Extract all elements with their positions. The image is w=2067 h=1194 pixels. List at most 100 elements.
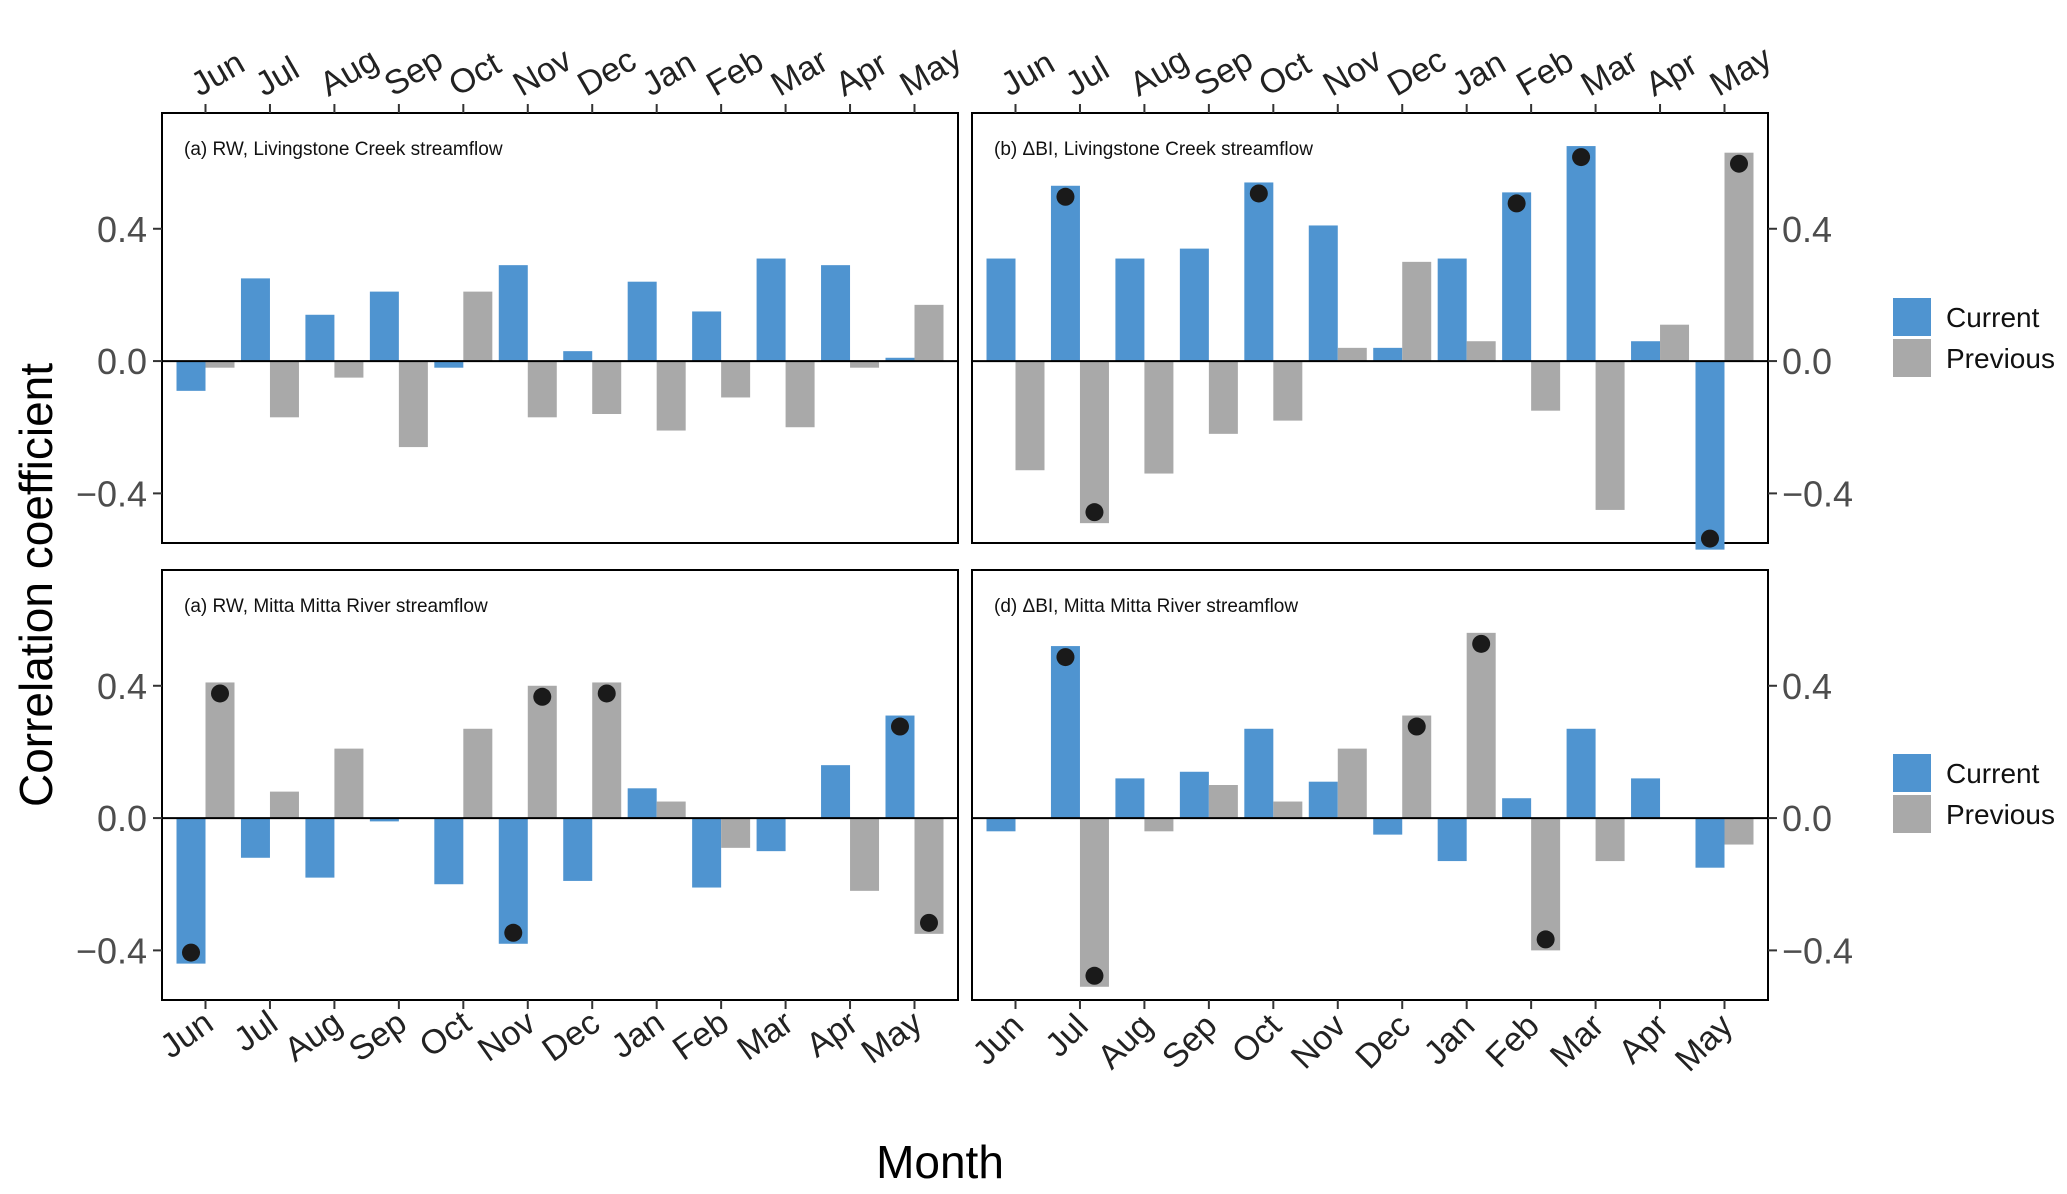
current-bar (885, 357, 915, 362)
panel-frame (161, 569, 959, 1001)
previous-bar (1273, 361, 1303, 421)
current-bar (434, 818, 464, 885)
x-tick-label-top: Apr (829, 45, 894, 104)
significance-marker (1407, 717, 1426, 736)
previous-bar (656, 801, 686, 819)
previous-bar (334, 748, 364, 819)
previous-bar (1144, 818, 1174, 832)
previous-bar (1208, 785, 1238, 819)
x-tick-label-bottom: Mar (730, 1003, 800, 1068)
previous-bar (1466, 632, 1496, 819)
current-bar (1373, 347, 1403, 362)
previous-bar (1015, 361, 1045, 471)
x-tick-label-top: Apr (1639, 45, 1704, 104)
current-bar (1179, 248, 1209, 362)
x-tick-label-bottom: Jun (966, 1007, 1032, 1073)
significance-marker (1572, 148, 1591, 167)
current-bar (1308, 781, 1338, 819)
legend-swatch-current (1893, 298, 1931, 336)
x-axis-title: Month (876, 1136, 1004, 1188)
y-tick-label: 0.0 (97, 798, 147, 839)
current-bar (1179, 771, 1209, 819)
previous-bar (269, 361, 299, 418)
current-bar (1502, 192, 1532, 362)
panel-3: (a) RW, Mitta Mitta River streamflow −0.4… (76, 569, 959, 1071)
y-tick-label: 0.4 (1782, 209, 1832, 250)
legend-label-current: Current (1946, 302, 2040, 333)
significance-marker (1249, 184, 1268, 203)
current-bar (1566, 728, 1596, 819)
current-bar (1115, 778, 1145, 819)
x-tick-label-top: Nov (1317, 41, 1388, 104)
previous-bar (1208, 361, 1238, 434)
significance-marker (597, 684, 616, 703)
current-bar (1373, 818, 1403, 835)
previous-bar (1079, 361, 1109, 524)
current-bar (627, 281, 657, 362)
x-tick-label-bottom: Nov (471, 1003, 542, 1069)
x-tick-label-bottom: Sep (342, 1003, 413, 1069)
x-tick-label-bottom: Sep (1155, 1007, 1225, 1077)
previous-bar (1595, 818, 1625, 862)
significance-marker (1472, 634, 1491, 653)
current-bar (1244, 182, 1274, 362)
y-tick-label: 0.0 (1782, 341, 1832, 382)
significance-marker (919, 913, 938, 932)
current-bar (1050, 185, 1080, 362)
current-bar (821, 765, 851, 819)
x-tick-label-top: Feb (700, 42, 770, 104)
x-tick-label-bottom: Apr (799, 1003, 864, 1064)
x-tick-label-top: Jan (636, 44, 702, 104)
previous-bar (1466, 341, 1496, 362)
significance-marker (1056, 648, 1075, 667)
y-tick-label: −0.4 (1782, 473, 1853, 514)
significance-marker (1085, 503, 1104, 522)
legend-swatch-previous (1893, 339, 1931, 377)
current-bar (369, 291, 399, 362)
previous-bar (1402, 261, 1432, 362)
previous-bar (785, 361, 815, 428)
current-bar (240, 278, 270, 362)
x-tick-label-bottom: May (855, 1003, 929, 1071)
previous-bar (334, 361, 364, 378)
current-bar (1631, 778, 1661, 819)
panels-layer: (a) RW, Livingstone Creek streamflow −0.4… (76, 39, 1853, 1079)
current-bar (563, 818, 593, 881)
current-bar (1695, 361, 1725, 550)
x-tick-label-bottom: Mar (1543, 1007, 1611, 1075)
current-bar (1437, 258, 1467, 362)
previous-bar (1724, 818, 1754, 845)
significance-marker (1729, 154, 1748, 173)
legend-2: Current Previous (1893, 754, 2055, 833)
current-bar (1502, 798, 1532, 819)
x-tick-label-bottom: May (1668, 1007, 1740, 1079)
previous-bar (205, 682, 235, 819)
y-tick-label: 0.0 (1782, 798, 1832, 839)
legend-label-previous: Previous (1946, 799, 2055, 830)
x-tick-label-top: Mar (765, 42, 835, 104)
x-tick-label-top: Jan (1446, 44, 1512, 104)
x-tick-label-top: May (893, 39, 968, 104)
previous-bar (205, 361, 235, 368)
significance-marker (1056, 187, 1075, 206)
x-tick-label-bottom: Feb (666, 1003, 736, 1068)
x-tick-label-top: Nov (507, 41, 578, 104)
x-tick-label-top: Jun (995, 44, 1061, 104)
previous-bar (592, 361, 622, 414)
x-tick-label-top: Jul (1059, 49, 1116, 104)
y-tick-label: 0.4 (97, 209, 147, 250)
x-tick-label-bottom: Oct (1225, 1006, 1290, 1071)
y-tick-label: 0.4 (1782, 666, 1832, 707)
previous-bar (398, 361, 428, 448)
x-tick-label-top: Aug (313, 41, 384, 104)
current-bar (240, 818, 270, 858)
legend-label-current: Current (1946, 758, 2040, 789)
current-bar (986, 258, 1016, 362)
previous-bar (1079, 818, 1109, 987)
y-tick-label: −0.4 (76, 473, 147, 514)
y-tick-label: −0.4 (1782, 930, 1853, 971)
x-tick-label-top: Feb (1510, 42, 1580, 104)
previous-bar (463, 291, 493, 362)
x-tick-label-top: May (1703, 39, 1778, 104)
x-tick-label-bottom: Jul (227, 1003, 284, 1059)
